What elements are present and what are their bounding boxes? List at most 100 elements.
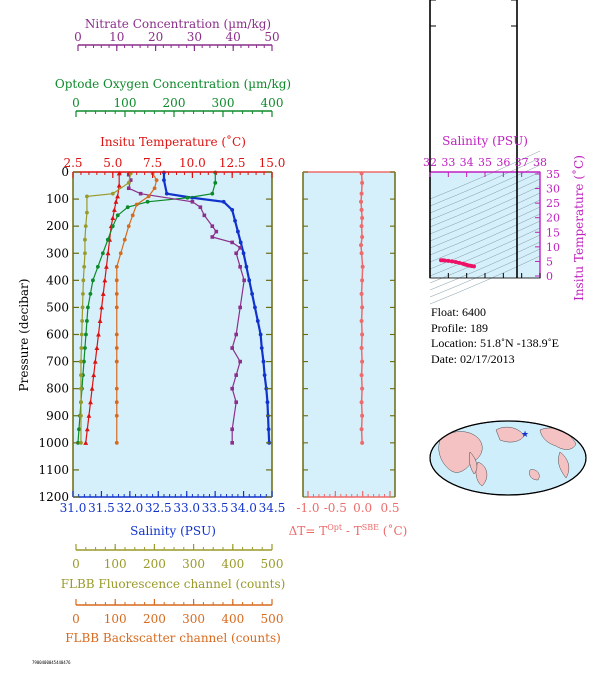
delta-point: [359, 224, 364, 229]
pressure-tick-label: 1100: [38, 463, 69, 477]
nitrate-point: [210, 235, 215, 239]
oxygen-profile-line: [77, 172, 216, 443]
temperature-point: [99, 304, 105, 310]
ts-salinity-tick-label: 36: [496, 156, 510, 169]
backscatter-point: [146, 194, 151, 199]
pressure-tick-label: 1000: [38, 436, 69, 450]
oxygen-point: [86, 305, 90, 310]
fluorescence-axis-tick-label: 400: [221, 557, 244, 571]
pressure-tick-label: 800: [46, 382, 69, 396]
ts-salinity-axis-label: Salinity (PSU): [442, 134, 528, 148]
fluorescence-point: [79, 359, 83, 364]
delta-point: [360, 413, 365, 418]
backscatter-point: [118, 251, 123, 256]
salinity-axis-tick-label: 34.0: [230, 501, 257, 515]
temperature-axis-tick-label: 2.5: [63, 156, 82, 170]
nitrate-point: [230, 240, 234, 245]
temperature-point: [100, 291, 106, 296]
fluorescence-axis-tick-label: 0: [72, 557, 80, 571]
delta-point: [359, 318, 364, 323]
ts-temperature-tick-label: 20: [546, 212, 560, 225]
ts-contour: [429, 185, 541, 235]
salinity-point: [255, 319, 260, 323]
temperature-axis-tick-label: 7.5: [143, 156, 162, 170]
oxygen-axis-tick-label: 200: [163, 96, 186, 110]
delta-point: [360, 359, 365, 364]
fluorescence-point: [81, 291, 85, 296]
temperature-point: [84, 426, 90, 432]
delta-point: [360, 386, 365, 391]
ts-temperature-tick-label: 30: [546, 183, 560, 196]
delta-point: [360, 278, 365, 283]
backscatter-point: [114, 413, 119, 418]
backscatter-point: [130, 213, 135, 218]
nitrate-point: [190, 199, 195, 204]
fluorescence-point: [83, 251, 87, 256]
nitrate-point: [214, 229, 219, 234]
ts-salinity-tick-label: 32: [423, 156, 437, 169]
delta-point: [359, 251, 364, 256]
temperature-point: [86, 413, 92, 418]
ts-contour: [429, 220, 541, 270]
temperature-axis-tick-label: 12.5: [219, 156, 246, 170]
temperature-point: [88, 399, 93, 405]
nitrate-point: [126, 186, 131, 191]
backscatter-point: [126, 224, 131, 229]
pressure-tick-label: 1200: [38, 490, 69, 504]
fluorescence-point: [83, 237, 87, 242]
salinity-point: [221, 199, 226, 204]
delta-point: [359, 373, 364, 378]
fluorescence-point: [79, 373, 83, 378]
temperature-axis-tick-label: 15.0: [259, 156, 286, 170]
ts-contour: [429, 171, 541, 221]
delta-axis-tick-label: -1.0: [296, 501, 319, 515]
temperature-point: [102, 277, 108, 283]
nitrate-point: [238, 359, 242, 364]
delta-point: [359, 291, 364, 296]
oxygen-point: [125, 205, 130, 210]
fluorescence-axis-tick-label: 300: [182, 557, 205, 571]
fluorescence-point: [79, 386, 83, 391]
fluorescence-point: [85, 210, 89, 215]
oxygen-point: [115, 213, 120, 218]
delta-point: [359, 243, 364, 248]
fluorescence-axis-label: FLBB Fluorescence channel (counts): [61, 577, 286, 591]
temperature-point: [92, 358, 98, 364]
float-location: Location: 51.8˚N -138.9˚E: [431, 336, 559, 350]
nitrate-axis-tick-label: 20: [148, 30, 163, 44]
ts-temperature-axis-label: Insitu Temperature (˚C): [571, 155, 586, 301]
nitrate-point: [238, 305, 242, 310]
nitrate-axis-tick-label: 10: [109, 30, 124, 44]
ts-contour: [429, 227, 541, 277]
temperature-point: [91, 372, 97, 378]
delta-t-label-sup1: Opt: [327, 523, 343, 532]
delta-point: [359, 207, 364, 212]
delta-t-label-mid: - T: [342, 524, 362, 538]
fluorescence-point: [83, 224, 88, 229]
nitrate-point: [198, 205, 203, 210]
temperature-axis-tick-label: 5.0: [103, 156, 122, 170]
fluorescence-point: [82, 264, 87, 269]
nitrate-profile-line: [128, 174, 245, 443]
nitrate-point: [210, 224, 215, 228]
backscatter-point: [114, 305, 119, 310]
backscatter-point: [152, 186, 157, 191]
delta-point: [360, 235, 365, 239]
salinity-point: [265, 400, 270, 405]
float-info-block: Float: 6400 Profile: 189 Location: 51.8˚…: [431, 305, 559, 367]
fluorescence-point: [85, 194, 89, 199]
backscatter-point: [114, 386, 119, 391]
fluorescence-point: [110, 191, 115, 196]
temperature-point: [97, 318, 103, 323]
backscatter-point: [114, 291, 119, 296]
salinity-axis-tick-label: 33.5: [202, 501, 229, 515]
salinity-profile-line: [162, 172, 271, 443]
nitrate-point: [230, 441, 234, 445]
oxygen-axis-tick-label: 100: [114, 96, 137, 110]
footer-id: 7900400045440476: [32, 660, 71, 665]
pressure-axis-label: Pressure (decibar): [17, 279, 31, 392]
delta-point: [359, 400, 364, 405]
salinity-axis-tick-label: 31.5: [88, 501, 115, 515]
delta-axis-tick-label: -0.5: [324, 501, 347, 515]
